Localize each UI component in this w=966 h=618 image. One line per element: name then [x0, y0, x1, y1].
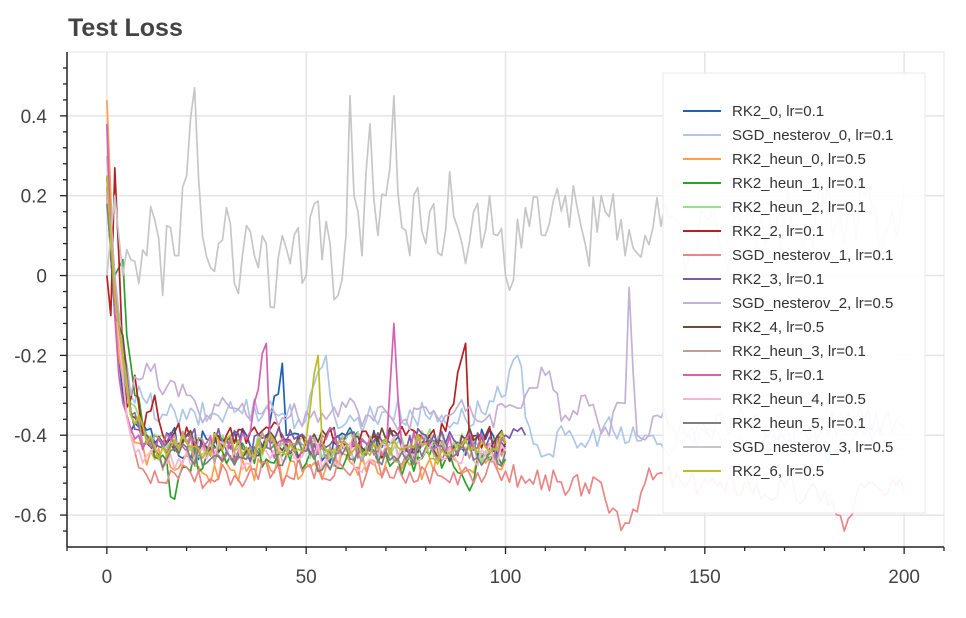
y-tick-label: 0.2 [21, 187, 47, 208]
legend-entry: SGD_nesterov_1, lr=0.1 [732, 247, 893, 264]
legend-entry: RK2_heun_3, lr=0.1 [732, 343, 866, 360]
x-tick-label: 0 [102, 567, 113, 588]
legend-entry: RK2_4, lr=0.5 [732, 319, 824, 336]
legend-entry: SGD_nesterov_0, lr=0.1 [732, 127, 893, 144]
legend-entry: SGD_nesterov_3, lr=0.5 [732, 439, 893, 456]
legend-entry: SGD_nesterov_2, lr=0.5 [732, 295, 893, 312]
x-tick-label: 150 [689, 567, 721, 588]
series-line-15 [106, 175, 507, 466]
y-tick-label: 0.4 [21, 107, 48, 128]
legend-entry: RK2_0, lr=0.1 [732, 103, 824, 120]
legend-entry: RK2_heun_4, lr=0.5 [732, 391, 866, 408]
legend-entry: RK2_5, lr=0.1 [732, 367, 824, 384]
legend: RK2_0, lr=0.1 SGD_nesterov_0, lr=0.1 RK2_h… [662, 72, 926, 514]
y-tick-label: 0 [36, 267, 47, 288]
legend-box [662, 72, 926, 514]
legend-entry: RK2_3, lr=0.1 [732, 271, 824, 288]
x-tick-label: 200 [888, 567, 920, 588]
legend-entry: RK2_heun_0, lr=0.5 [732, 151, 866, 168]
y-tick-label: -0.4 [14, 426, 47, 447]
legend-entry: RK2_6, lr=0.5 [732, 463, 824, 480]
legend-entry: RK2_2, lr=0.1 [732, 223, 824, 240]
series-line-12 [106, 195, 507, 474]
x-tick-label: 100 [490, 567, 522, 588]
legend-entry: RK2_heun_1, lr=0.1 [732, 175, 866, 192]
legend-entry: RK2_heun_5, lr=0.1 [732, 415, 866, 432]
y-tick-label: -0.2 [14, 346, 47, 367]
chart-title: Test Loss [68, 14, 183, 42]
series-line-13 [106, 203, 507, 473]
legend-entry: RK2_heun_2, lr=0.1 [732, 199, 866, 216]
x-tick-label: 50 [296, 567, 317, 588]
y-tick-label: -0.6 [14, 506, 47, 527]
axes: 0 50 100 150 200 0.4 0.2 0 -0.2 -0.4 -0.6 [14, 52, 945, 588]
